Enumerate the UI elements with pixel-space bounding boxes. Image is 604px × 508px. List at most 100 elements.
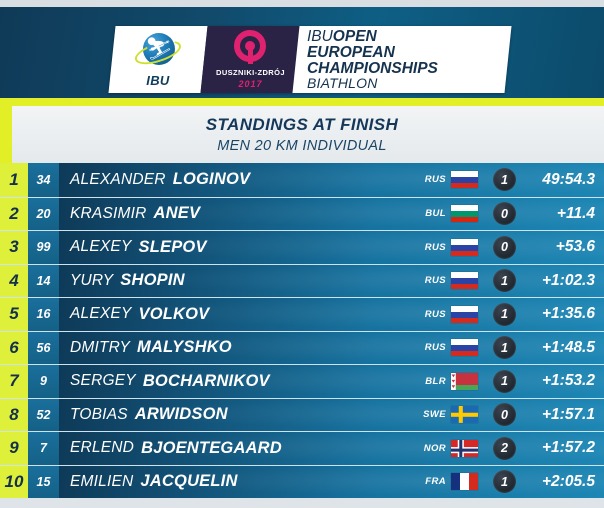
penalty-cell: 0 <box>493 198 516 231</box>
athlete-cell: ALEXEY VOLKOV RUS 1 +1:35.6 <box>59 298 604 331</box>
ibu-logo: ⛷ IBU <box>132 32 184 88</box>
athlete-first-name: TOBIAS <box>70 405 128 423</box>
nation-cell: SWE <box>423 399 478 432</box>
result-time: +11.4 <box>556 204 595 222</box>
athlete-cell: ALEXANDER LOGINOV RUS 1 49:54.3 <box>59 163 604 197</box>
athlete-last-name: SLEPOV <box>138 237 207 256</box>
top-border-strip <box>0 0 604 7</box>
event-title: IBUOPEN EUROPEAN CHAMPIONSHIPS BIATHLON <box>307 27 438 92</box>
nation-cell: BUL <box>425 198 478 231</box>
standings-title-band: STANDINGS AT FINISH MEN 20 KM INDIVIDUAL <box>0 106 604 163</box>
nation-cell: NOR <box>424 432 478 465</box>
lime-divider <box>0 98 604 106</box>
bib-number: 9 <box>28 365 59 398</box>
flag-rus-icon <box>451 305 478 323</box>
penalty-count-badge: 0 <box>493 202 516 226</box>
rank-badge: 8 <box>0 398 28 431</box>
lime-side-tab <box>0 106 12 163</box>
duszniki-target-icon <box>233 30 267 66</box>
penalty-cell: 1 <box>493 298 516 331</box>
penalty-count-badge: 0 <box>493 403 516 427</box>
standings-row[interactable]: 2 20 KRASIMIR ANEV BUL 0 +11.4 <box>0 196 604 231</box>
flag-rus-icon <box>451 171 478 189</box>
penalty-cell: 1 <box>493 466 516 499</box>
standings-row[interactable]: 6 56 DMITRY MALYSHKO RUS 1 +1:48.5 <box>0 330 604 365</box>
flag-swe-icon <box>451 406 478 424</box>
penalty-cell: 1 <box>493 332 516 365</box>
bib-number: 34 <box>28 163 59 197</box>
standings-row[interactable]: 8 52 TOBIAS ARWIDSON SWE 0 +1:57.1 <box>0 397 604 432</box>
ibu-wordmark: IBU <box>146 72 170 88</box>
bib-number: 20 <box>28 197 59 230</box>
standings-row[interactable]: 3 99 ALEXEY SLEPOV RUS 0 +53.6 <box>0 230 604 264</box>
penalty-count-badge: 2 <box>493 436 516 460</box>
bib-number: 15 <box>28 465 59 498</box>
rank-badge: 10 <box>0 465 28 498</box>
nation-code: BUL <box>425 208 446 220</box>
nation-code: SWE <box>423 409 446 421</box>
nation-cell: FRA <box>425 466 478 499</box>
nation-cell: RUS <box>425 332 478 365</box>
penalty-count-badge: 1 <box>493 369 516 393</box>
bib-number: 14 <box>28 264 59 297</box>
athlete-last-name: MALYSHKO <box>137 338 232 357</box>
rank-badge: 3 <box>0 231 28 264</box>
event-title-line1-thin: IBU <box>307 27 333 45</box>
result-time: +1:57.1 <box>541 405 595 423</box>
flag-fra-icon <box>451 473 478 491</box>
athlete-cell: ALEXEY SLEPOV RUS 0 +53.6 <box>59 231 604 264</box>
nation-code: BLR <box>425 375 446 387</box>
athlete-last-name: JACQUELIN <box>140 472 238 491</box>
standings-row[interactable]: 7 9 SERGEY BOCHARNIKOV BLR 1 +1:53.2 <box>0 364 604 398</box>
result-time: 49:54.3 <box>542 170 595 188</box>
ibu-globe-skier-icon: ⛷ <box>132 32 184 72</box>
athlete-cell: EMILIEN JACQUELIN FRA 1 +2:05.5 <box>59 465 604 499</box>
athlete-first-name: SERGEY <box>70 372 136 390</box>
nation-code: RUS <box>424 275 446 287</box>
standings-row[interactable]: 5 16 ALEXEY VOLKOV RUS 1 +1:35.6 <box>0 297 604 331</box>
athlete-first-name: ALEXEY <box>70 238 132 256</box>
flag-rus-icon <box>451 238 478 256</box>
logo-strip: ⛷ IBU DUSZNIKI-ZDRÓJ 2017 <box>108 26 512 93</box>
flag-bul-icon <box>451 205 478 223</box>
host-year-label: 2017 <box>237 79 263 89</box>
athlete-last-name: LOGINOV <box>172 170 251 189</box>
athlete-cell: TOBIAS ARWIDSON SWE 0 +1:57.1 <box>59 398 604 432</box>
penalty-cell: 0 <box>493 399 516 432</box>
nation-code: RUS <box>424 241 446 253</box>
standings-row[interactable]: 4 14 YURY SHOPIN RUS 1 +1:02.3 <box>0 263 604 298</box>
penalty-count-badge: 1 <box>493 168 516 192</box>
penalty-count-badge: 1 <box>493 470 516 494</box>
athlete-first-name: EMILIEN <box>70 472 134 490</box>
athlete-first-name: KRASIMIR <box>70 204 147 222</box>
event-title-line4: BIATHLON <box>307 75 378 92</box>
athlete-cell: SERGEY BOCHARNIKOV BLR 1 +1:53.2 <box>59 365 604 398</box>
athlete-last-name: ARWIDSON <box>134 405 228 424</box>
standings-subtitle: MEN 20 KM INDIVIDUAL <box>217 138 387 154</box>
penalty-count-badge: 1 <box>493 302 516 326</box>
athlete-last-name: VOLKOV <box>138 304 210 323</box>
athlete-cell: ERLEND BJOENTEGAARD NOR 2 +1:57.2 <box>59 432 604 465</box>
standings-row[interactable]: 10 15 EMILIEN JACQUELIN FRA 1 +2:05.5 <box>0 464 604 499</box>
nation-code: RUS <box>424 308 446 320</box>
penalty-cell: 1 <box>493 365 516 398</box>
nation-cell: RUS <box>425 265 478 298</box>
flag-nor-icon <box>451 439 478 457</box>
nation-code: RUS <box>424 174 446 186</box>
rank-badge: 5 <box>0 298 28 331</box>
penalty-cell: 0 <box>493 231 516 264</box>
result-time: +1:35.6 <box>541 305 595 323</box>
nation-cell: RUS <box>425 298 478 331</box>
standings-row[interactable]: 1 34 ALEXANDER LOGINOV RUS 1 49:54.3 <box>0 163 604 197</box>
penalty-count-badge: 1 <box>493 269 516 293</box>
rank-badge: 6 <box>0 331 28 364</box>
standings-title: STANDINGS AT FINISH <box>205 115 399 134</box>
bib-number: 7 <box>28 432 59 465</box>
nation-cell: RUS <box>425 163 478 197</box>
result-time: +1:53.2 <box>541 372 595 390</box>
nation-cell: BLR <box>425 365 478 398</box>
duszniki-logo: DUSZNIKI-ZDRÓJ 2017 <box>216 30 284 89</box>
athlete-last-name: BJOENTEGAARD <box>141 438 282 457</box>
standings-row[interactable]: 9 7 ERLEND BJOENTEGAARD NOR 2 +1:57.2 <box>0 431 604 465</box>
